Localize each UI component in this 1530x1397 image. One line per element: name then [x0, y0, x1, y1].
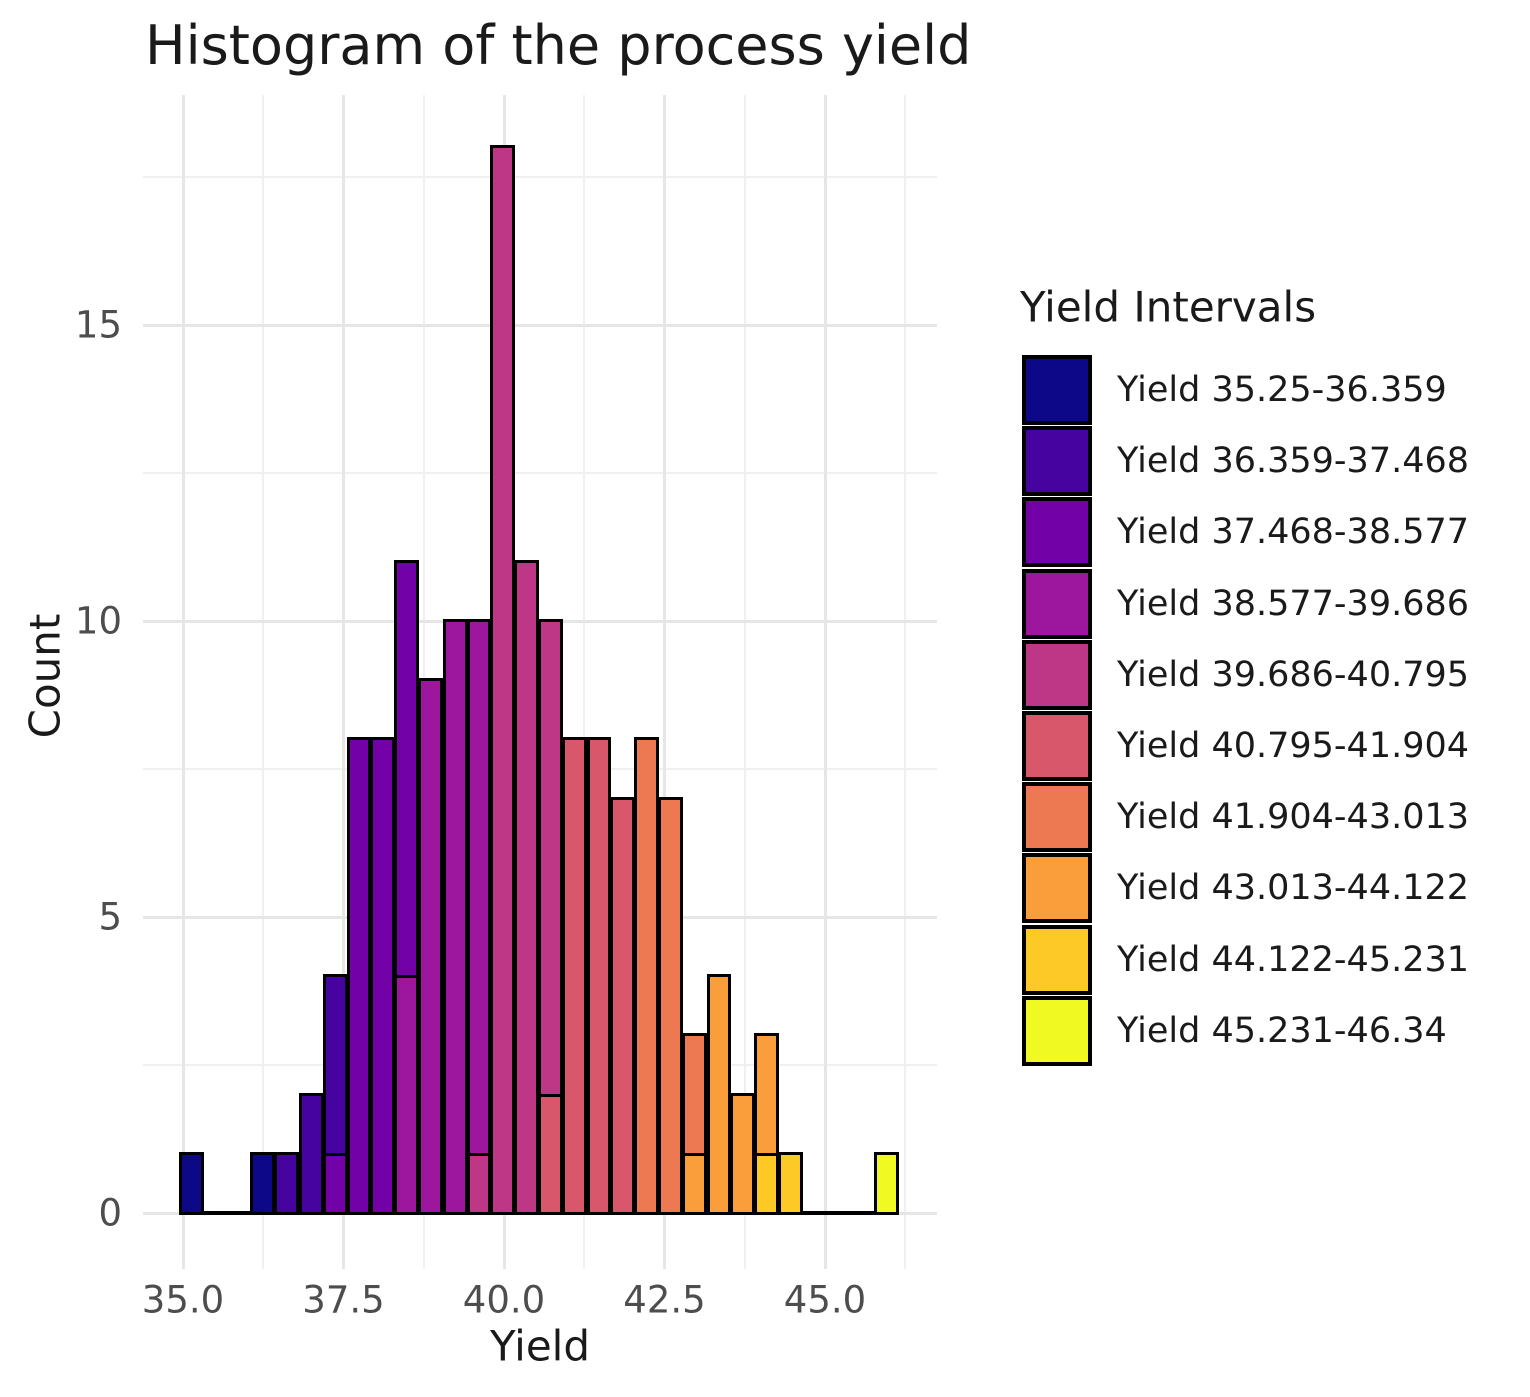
histogram-bar-segment: [538, 1092, 564, 1215]
legend-item-label: Yield 35.25-36.359: [1117, 370, 1447, 410]
histogram-bar-segment: [754, 1151, 780, 1215]
histogram-bar-segment: [274, 1151, 300, 1215]
legend-item-label: Yield 36.359-37.468: [1117, 441, 1470, 482]
y-tick-label: 15: [74, 303, 122, 347]
x-tick-label: 40.0: [462, 1278, 546, 1322]
y-tick-label: 5: [98, 895, 122, 939]
legend-swatch: [1022, 497, 1092, 568]
x-gridline-minor: [904, 95, 907, 1269]
legend-swatch: [1022, 355, 1092, 425]
legend-item-label: Yield 45.231-46.34: [1117, 1010, 1447, 1051]
legend-swatch: [1022, 782, 1092, 853]
y-tick-label: 10: [74, 599, 122, 643]
histogram-bar-segment: [250, 1151, 276, 1215]
legend-title: Yield Intervals: [1020, 282, 1317, 332]
histogram-bar-segment: [298, 1092, 324, 1215]
legend-swatch: [1022, 853, 1092, 924]
histogram-bar-segment: [730, 1092, 756, 1215]
histogram-bar-segment: [514, 559, 540, 1215]
histogram-bar-segment: [874, 1151, 900, 1215]
y-tick-label: 0: [98, 1191, 122, 1235]
histogram-bar-segment: [466, 619, 492, 1156]
histogram-bar-segment: [466, 1151, 492, 1215]
legend-swatch: [1022, 568, 1092, 639]
y-axis-title: Count: [20, 613, 70, 739]
legend-item-label: Yield 44.122-45.231: [1117, 939, 1470, 980]
y-gridline-minor: [143, 176, 937, 178]
legend-item-label: Yield 38.577-39.686: [1117, 583, 1470, 624]
histogram-bar-segment: [562, 737, 588, 1215]
x-tick-label: 35.0: [141, 1278, 225, 1322]
legend-swatch: [1022, 995, 1092, 1066]
histogram-bar-segment: [586, 737, 612, 1215]
legend-item-label: Yield 40.795-41.904: [1117, 726, 1470, 766]
x-gridline-minor: [583, 95, 586, 1269]
histogram-bar-segment: [394, 559, 420, 979]
x-tick-label: 42.5: [623, 1278, 706, 1322]
legend-swatch: [1022, 639, 1092, 710]
histogram-bar-segment: [322, 974, 348, 1156]
histogram-bar-segment: [346, 737, 372, 1215]
histogram-bar-segment: [706, 974, 732, 1215]
chart-title: Histogram of the process yield: [145, 14, 972, 77]
x-gridline-minor: [743, 95, 746, 1269]
histogram-bar-segment: [778, 1151, 804, 1215]
x-gridline-minor: [262, 95, 265, 1269]
legend-swatch: [1022, 711, 1092, 781]
histogram-bar-segment: [682, 1151, 708, 1215]
histogram-bar-segment: [658, 796, 684, 1215]
x-gridline-major: [663, 95, 666, 1269]
histogram-bar-segment: [418, 678, 444, 1215]
x-gridline-major: [342, 95, 345, 1269]
histogram-bar-segment: [754, 1033, 780, 1156]
histogram-bar-segment: [682, 1033, 708, 1156]
x-gridline-major: [823, 95, 827, 1269]
legend-item-label: Yield 41.904-43.013: [1117, 797, 1470, 838]
legend-swatch: [1022, 924, 1092, 995]
x-tick-label: 45.0: [783, 1278, 867, 1322]
histogram-bar-segment: [370, 737, 396, 1215]
histogram-bar-segment: [610, 796, 636, 1215]
histogram-bar-segment: [178, 1151, 204, 1215]
histogram-bar-segment: [538, 619, 564, 1097]
histogram-bar-segment: [490, 145, 516, 1215]
y-gridline-major: [143, 323, 937, 327]
legend-item-label: Yield 37.468-38.577: [1117, 512, 1470, 553]
x-tick-label: 37.5: [302, 1278, 385, 1322]
legend-item-label: Yield 43.013-44.122: [1117, 868, 1470, 909]
legend-swatch: [1022, 426, 1092, 497]
histogram-bar-segment: [394, 974, 420, 1215]
histogram-bar-segment: [322, 1151, 348, 1215]
histogram-bar-segment: [442, 619, 468, 1215]
x-axis-title: Yield: [490, 1321, 590, 1371]
legend-item-label: Yield 39.686-40.795: [1117, 654, 1470, 695]
histogram-bar-segment: [634, 737, 660, 1215]
y-gridline-minor: [143, 472, 937, 474]
x-gridline-major: [181, 95, 185, 1269]
